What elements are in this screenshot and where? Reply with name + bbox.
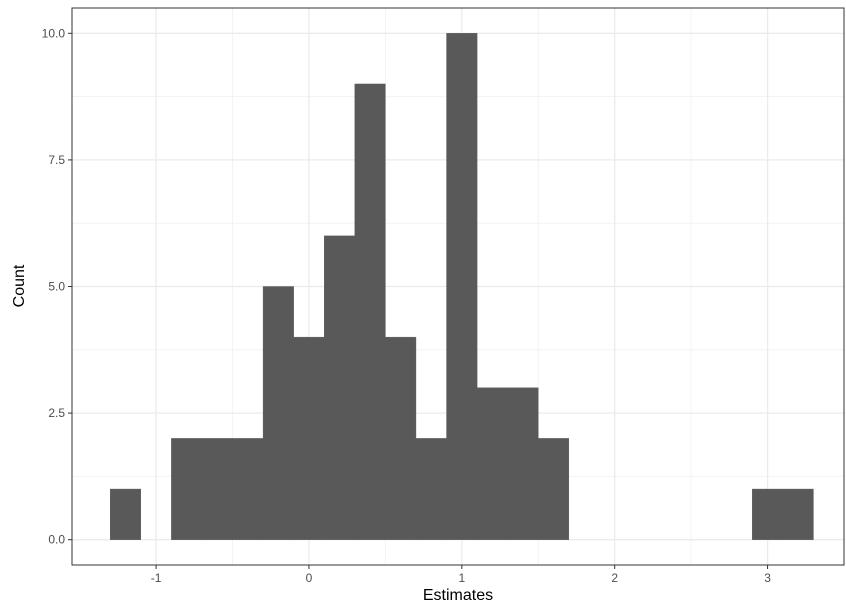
- y-tick-label: 5.0: [48, 280, 65, 294]
- axis-ticks: -1 0 1 2 3 0.0 2.5 5.0 7.5 10.0: [42, 26, 772, 585]
- histogram-bar: [262, 286, 294, 540]
- y-tick-label: 10.0: [42, 26, 66, 40]
- histogram-bar: [782, 488, 814, 540]
- histogram-bar: [171, 438, 203, 540]
- histogram-bar: [232, 438, 264, 540]
- histogram-bar: [476, 387, 508, 540]
- histogram-bar: [415, 438, 447, 540]
- x-tick-label: 0: [306, 571, 313, 585]
- x-axis-title: Estimates: [423, 587, 493, 604]
- y-tick-label: 7.5: [48, 153, 65, 167]
- histogram-bar: [538, 438, 570, 540]
- histogram-bar: [385, 336, 417, 540]
- histogram-bars: [110, 33, 814, 540]
- x-tick-label: 1: [458, 571, 465, 585]
- histogram-bar: [354, 83, 386, 540]
- y-axis-title: Count: [11, 264, 28, 307]
- histogram-bar: [752, 488, 784, 540]
- x-tick-label: 2: [611, 571, 618, 585]
- histogram-bar: [110, 488, 141, 540]
- x-tick-label: 3: [764, 571, 771, 585]
- x-tick-label: -1: [151, 571, 162, 585]
- histogram-bar: [324, 235, 356, 540]
- histogram-bar: [293, 336, 325, 540]
- histogram-bar: [201, 438, 233, 540]
- y-tick-label: 0.0: [48, 533, 65, 547]
- y-tick-label: 2.5: [48, 406, 65, 420]
- histogram-bar: [446, 33, 478, 540]
- histogram-bar: [507, 387, 539, 540]
